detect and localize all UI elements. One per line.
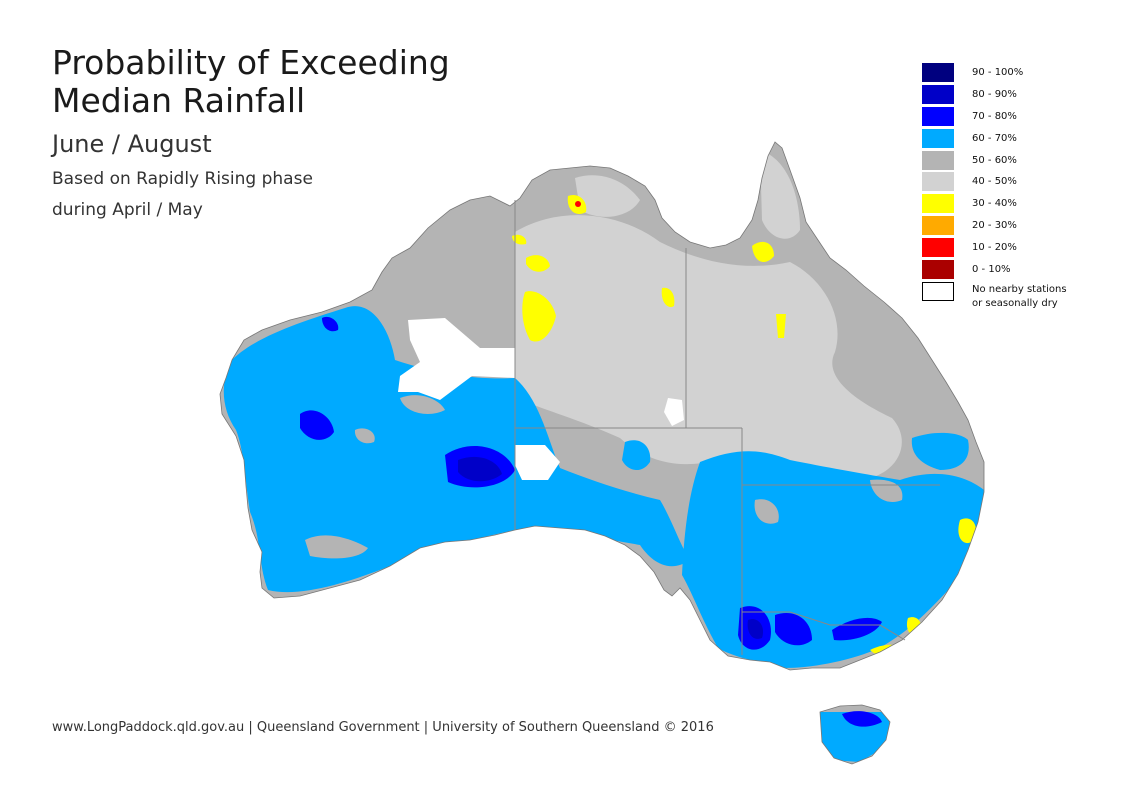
legend-item: 40 - 50%	[922, 171, 1067, 193]
page-title-line-2: Median Rainfall	[52, 81, 306, 120]
legend-swatch	[922, 259, 954, 279]
legend-item: 80 - 90%	[922, 84, 1067, 106]
legend-swatch-no-data	[922, 281, 954, 301]
legend-label: 30 - 40%	[972, 198, 1017, 210]
legend-item: 50 - 60%	[922, 149, 1067, 171]
footer-credit: www.LongPaddock.qld.gov.au | Queensland …	[52, 720, 714, 735]
legend-item: 90 - 100%	[922, 62, 1067, 84]
legend-item: 70 - 80%	[922, 106, 1067, 128]
legend-swatch	[922, 237, 954, 257]
legend-swatch	[922, 194, 954, 214]
legend-label: 0 - 10%	[972, 263, 1011, 275]
legend-label: 90 - 100%	[972, 67, 1024, 79]
legend-swatch	[922, 172, 954, 192]
no-data-line-1: No nearby stations	[972, 283, 1067, 295]
legend-swatch	[922, 150, 954, 170]
legend-label: 10 - 20%	[972, 241, 1017, 253]
legend-label-no-data: No nearby stations or seasonally dry	[972, 283, 1067, 311]
no-data-line-2: or seasonally dry	[972, 297, 1058, 309]
legend-item: 10 - 20%	[922, 236, 1067, 258]
phase-basis-line-2: during April / May	[52, 200, 203, 220]
legend-item: 0 - 10%	[922, 258, 1067, 280]
legend-item: 60 - 70%	[922, 127, 1067, 149]
legend-label: 20 - 30%	[972, 219, 1017, 231]
legend-swatch	[922, 63, 954, 83]
legend-swatch	[922, 85, 954, 105]
legend-swatch	[922, 215, 954, 235]
legend-label: 60 - 70%	[972, 132, 1017, 144]
season-subtitle: June / August	[52, 130, 212, 158]
legend-item: 20 - 30%	[922, 215, 1067, 237]
phase-basis-line-1: Based on Rapidly Rising phase	[52, 169, 313, 189]
legend-swatch	[922, 106, 954, 126]
legend-label: 80 - 90%	[972, 89, 1017, 101]
legend-label: 40 - 50%	[972, 176, 1017, 188]
legend-swatch	[922, 128, 954, 148]
page-title-line-1: Probability of Exceeding	[52, 43, 450, 82]
legend-label: 50 - 60%	[972, 154, 1017, 166]
legend-item-no-data: No nearby stations or seasonally dry	[922, 281, 1067, 311]
map-title-block: Probability of Exceeding Median Rainfall…	[52, 44, 450, 226]
legend-item: 30 - 40%	[922, 193, 1067, 215]
map-legend: 90 - 100% 80 - 90% 70 - 80% 60 - 70% 50 - 60…	[922, 62, 1067, 311]
legend-label: 70 - 80%	[972, 110, 1017, 122]
